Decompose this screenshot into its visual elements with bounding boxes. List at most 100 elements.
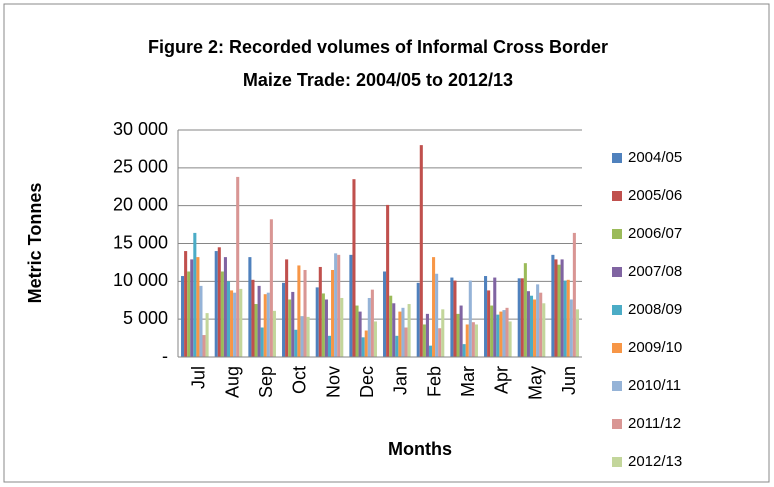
- legend-label: 2005/06: [628, 187, 682, 204]
- bar: [551, 254, 555, 357]
- bar: [300, 316, 304, 357]
- bar: [505, 307, 509, 357]
- bar: [233, 292, 237, 357]
- legend-label: 2011/12: [628, 415, 681, 432]
- bar: [297, 265, 301, 357]
- legend-label: 2007/08: [628, 263, 682, 280]
- bar: [334, 253, 338, 357]
- x-tick-label: Dec: [357, 366, 377, 398]
- bar: [456, 313, 460, 357]
- bar: [536, 284, 540, 357]
- bar: [223, 257, 227, 357]
- y-tick-label: 10 000: [113, 270, 168, 290]
- bar: [364, 330, 368, 357]
- bar: [367, 297, 371, 357]
- bar: [196, 257, 200, 357]
- bar: [337, 254, 341, 357]
- bar: [471, 322, 475, 357]
- x-tick-label: Aug: [222, 366, 242, 398]
- bar: [435, 273, 439, 357]
- bar: [557, 264, 561, 357]
- bar: [190, 259, 194, 357]
- bar: [508, 321, 512, 357]
- x-tick-label: May: [525, 366, 545, 400]
- bar: [285, 259, 289, 357]
- bar: [453, 280, 457, 357]
- y-tick-label: 15 000: [113, 232, 168, 252]
- bar: [432, 257, 436, 357]
- y-tick-label: 30 000: [113, 119, 168, 139]
- bar: [474, 324, 478, 357]
- bar: [529, 295, 534, 357]
- bar: [248, 257, 252, 357]
- bar: [383, 271, 387, 357]
- x-tick-label: Sep: [256, 366, 276, 398]
- bar: [572, 232, 576, 357]
- bar: [239, 288, 243, 357]
- legend-swatch: [612, 381, 622, 391]
- bar: [533, 299, 537, 357]
- bar: [462, 344, 466, 357]
- bar: [318, 266, 322, 357]
- bar: [517, 278, 521, 357]
- bar: [560, 259, 564, 357]
- bar: [520, 278, 524, 357]
- bar: [526, 291, 530, 357]
- x-axis-label: Months: [388, 439, 452, 459]
- bar: [575, 309, 579, 357]
- bar: [291, 291, 295, 357]
- bar: [404, 327, 408, 357]
- bar: [306, 316, 310, 357]
- bar: [468, 280, 472, 357]
- bar: [484, 276, 488, 357]
- legend-swatch: [612, 457, 622, 467]
- bar: [349, 254, 353, 357]
- x-tick-label: Oct: [290, 366, 310, 394]
- bar: [184, 251, 188, 357]
- bar: [569, 299, 573, 357]
- y-tick-label: 25 000: [113, 157, 168, 177]
- bar: [373, 321, 377, 357]
- bar: [217, 247, 221, 357]
- legend-swatch: [612, 267, 622, 277]
- bar: [395, 335, 399, 357]
- bar: [315, 287, 319, 357]
- legend-swatch: [612, 305, 622, 315]
- legend-label: 2006/07: [628, 225, 682, 242]
- bar: [438, 328, 442, 357]
- bar: [392, 303, 396, 357]
- legend-swatch: [612, 191, 622, 201]
- bar: [361, 337, 365, 357]
- bar: [490, 305, 494, 357]
- bar: [563, 280, 567, 357]
- bar: [352, 179, 356, 357]
- bar: [321, 293, 325, 357]
- legend-label: 2012/13: [628, 453, 682, 470]
- bar: [487, 290, 491, 357]
- bar: [327, 335, 332, 357]
- bar: [193, 232, 197, 357]
- bar: [260, 327, 264, 357]
- bar: [214, 251, 218, 357]
- bar: [282, 282, 286, 357]
- bar: [181, 276, 185, 357]
- bar: [331, 269, 335, 357]
- bar: [566, 279, 570, 357]
- bar: [294, 329, 298, 357]
- y-tick-label: -: [162, 346, 168, 366]
- x-tick-label: Jan: [391, 366, 411, 395]
- bar: [230, 290, 234, 357]
- bar: [202, 335, 206, 357]
- bar: [554, 259, 558, 357]
- bar: [407, 304, 411, 357]
- legend-label: 2010/11: [628, 377, 681, 394]
- chart-title: Figure 2: Recorded volumes of Informal C…: [148, 37, 608, 57]
- legend-swatch: [612, 419, 622, 429]
- x-tick-label: Mar: [458, 366, 478, 397]
- bar: [288, 299, 292, 357]
- bar: [389, 295, 393, 357]
- legend-swatch: [612, 343, 622, 353]
- chart-title: Maize Trade: 2004/05 to 2012/13: [243, 70, 513, 90]
- bar: [542, 303, 546, 357]
